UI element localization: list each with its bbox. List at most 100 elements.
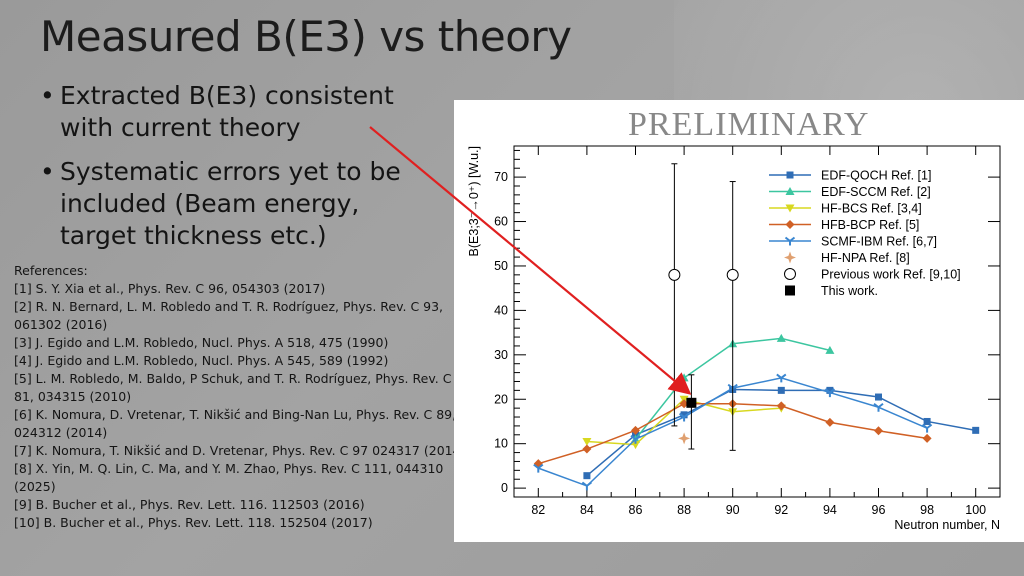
x-tick-label: 100 xyxy=(965,503,986,517)
legend-entry: SCMF-IBM Ref. [6,7] xyxy=(769,235,937,249)
data-point xyxy=(825,345,835,354)
x-tick-label: 82 xyxy=(531,503,545,517)
data-point xyxy=(785,220,795,229)
data-point xyxy=(972,426,980,434)
y-tick-label: 10 xyxy=(494,437,508,451)
x-tick-label: 86 xyxy=(629,503,643,517)
data-point xyxy=(680,411,688,419)
data-point xyxy=(582,444,592,454)
data-point xyxy=(630,434,641,444)
reference-line: [8] X. Yin, M. Q. Lin, C. Ma, and Y. M. … xyxy=(14,461,444,476)
reference-line: (2025) xyxy=(14,479,56,494)
y-tick-label: 30 xyxy=(494,348,508,362)
data-point xyxy=(776,333,786,342)
data-point xyxy=(631,441,640,450)
reference-line: [5] L. M. Robledo, M. Baldo, P Schuk, an… xyxy=(14,371,452,386)
data-point xyxy=(533,463,544,473)
data-point xyxy=(777,386,785,394)
legend-label: This work. xyxy=(821,284,878,298)
data-point xyxy=(826,386,834,394)
bullet-item: • Systematic errors yet to be included (… xyxy=(40,156,420,252)
bullet-symbol: • xyxy=(40,157,55,186)
data-point xyxy=(824,388,836,398)
bullet-symbol: • xyxy=(40,81,55,110)
legend-label: EDF-QOCH Ref. [1] xyxy=(821,169,931,183)
preliminary-watermark: PRELIMINARY xyxy=(628,106,870,143)
data-point xyxy=(825,417,835,427)
legend-label: HF-BCS Ref. [3,4] xyxy=(821,202,922,216)
data-point xyxy=(631,425,640,435)
data-point xyxy=(686,397,697,408)
data-point xyxy=(776,373,787,383)
chart: 82 84 86 88 90 92 94 96 98 100 0 10 20 30 40 50 60 70 Neut… xyxy=(467,145,1001,532)
slide-title: Measured B(E3) vs theory xyxy=(40,12,572,61)
y-tick-label: 70 xyxy=(494,170,508,184)
x-tick-label: 84 xyxy=(580,503,594,517)
reference-line: [10] B. Bucher et al., Phys. Rev. Lett. … xyxy=(14,515,373,530)
data-point xyxy=(582,437,592,446)
reference-line: 81, 034315 (2010) xyxy=(14,389,132,404)
y-tick-label: 50 xyxy=(494,259,508,273)
x-tick-label: 90 xyxy=(726,503,740,517)
x-tick-label: 98 xyxy=(920,503,934,517)
data-point xyxy=(776,401,786,411)
data-point xyxy=(784,236,796,246)
legend: EDF-QOCH Ref. [1] EDF-SCCM Ref. [2] HF-BCS… xyxy=(769,169,961,298)
references-block: References: [1] S. Y. Xia et al., Phys. … xyxy=(14,262,466,532)
legend-label: SCMF-IBM Ref. [6,7] xyxy=(821,235,937,249)
legend-entry: EDF-SCCM Ref. [2] xyxy=(769,185,931,199)
legend-entry: Previous work Ref. [9,10] xyxy=(784,268,961,282)
bullet-list: • Extracted B(E3) consistent with curren… xyxy=(40,80,420,264)
y-axis-label: B(E3;3⁻→0⁺) [W.u.] xyxy=(467,146,481,256)
x-tick-label: 94 xyxy=(823,503,837,517)
bullet-text: Extracted B(E3) consistent with current … xyxy=(60,81,394,142)
legend-entry: HF-BCS Ref. [3,4] xyxy=(769,202,922,216)
data-point xyxy=(875,393,882,401)
data-point xyxy=(785,187,795,195)
legend-entry: HFB-BCP Ref. [5] xyxy=(769,218,919,232)
data-point xyxy=(678,412,690,422)
series-5 xyxy=(678,432,691,445)
y-tick-label: 40 xyxy=(494,303,508,317)
reference-line: [2] R. N. Bernard, L. M. Robledo and T. … xyxy=(14,299,444,314)
legend-label: HF-NPA Ref. [8] xyxy=(821,251,910,265)
reference-line: [1] S. Y. Xia et al., Phys. Rev. C 96, 0… xyxy=(14,281,326,296)
data-point xyxy=(923,417,931,425)
data-point xyxy=(785,204,795,213)
reference-line: [9] B. Bucher et al., Phys. Rev. Lett. 1… xyxy=(14,497,365,512)
data-point xyxy=(678,432,691,445)
data-point xyxy=(784,251,796,264)
data-point xyxy=(726,268,739,281)
series-6 xyxy=(668,163,739,451)
legend-label: Previous work Ref. [9,10] xyxy=(821,268,961,282)
references-title: References: xyxy=(14,263,88,278)
data-point xyxy=(786,171,794,179)
data-point xyxy=(581,481,593,491)
x-tick-label: 96 xyxy=(872,503,886,517)
data-point xyxy=(784,268,796,280)
bullet-item: • Extracted B(E3) consistent with curren… xyxy=(40,80,420,144)
reference-line: [7] K. Nomura, T. Nikšić and D. Vretenar… xyxy=(14,443,466,458)
bullet-text: Systematic errors yet to be included (Be… xyxy=(60,157,401,250)
y-tick-label: 20 xyxy=(494,392,508,406)
reference-line: 024312 (2014) xyxy=(14,425,108,440)
legend-label: EDF-SCCM Ref. [2] xyxy=(821,185,931,199)
reference-line: [3] J. Egido and L.M. Robledo, Nucl. Phy… xyxy=(14,335,389,350)
reference-line: [6] K. Nomura, D. Vretenar, T. Nikšić an… xyxy=(14,407,457,422)
legend-entry: HF-NPA Ref. [8] xyxy=(784,251,910,265)
data-point xyxy=(922,433,932,443)
data-point xyxy=(785,285,795,296)
data-point xyxy=(679,373,689,382)
y-tick-label: 60 xyxy=(494,215,508,229)
y-tick-label: 0 xyxy=(501,481,508,495)
legend-label: HFB-BCP Ref. [5] xyxy=(821,218,919,232)
series-0 xyxy=(583,385,980,480)
data-point xyxy=(679,399,689,409)
x-tick-label: 92 xyxy=(774,503,788,517)
data-point xyxy=(873,402,884,412)
legend-entry: This work. xyxy=(785,284,878,298)
x-tick-label: 88 xyxy=(677,503,691,517)
x-axis-label: Neutron number, N xyxy=(894,518,1000,532)
data-point xyxy=(583,472,591,480)
data-point xyxy=(921,423,933,433)
